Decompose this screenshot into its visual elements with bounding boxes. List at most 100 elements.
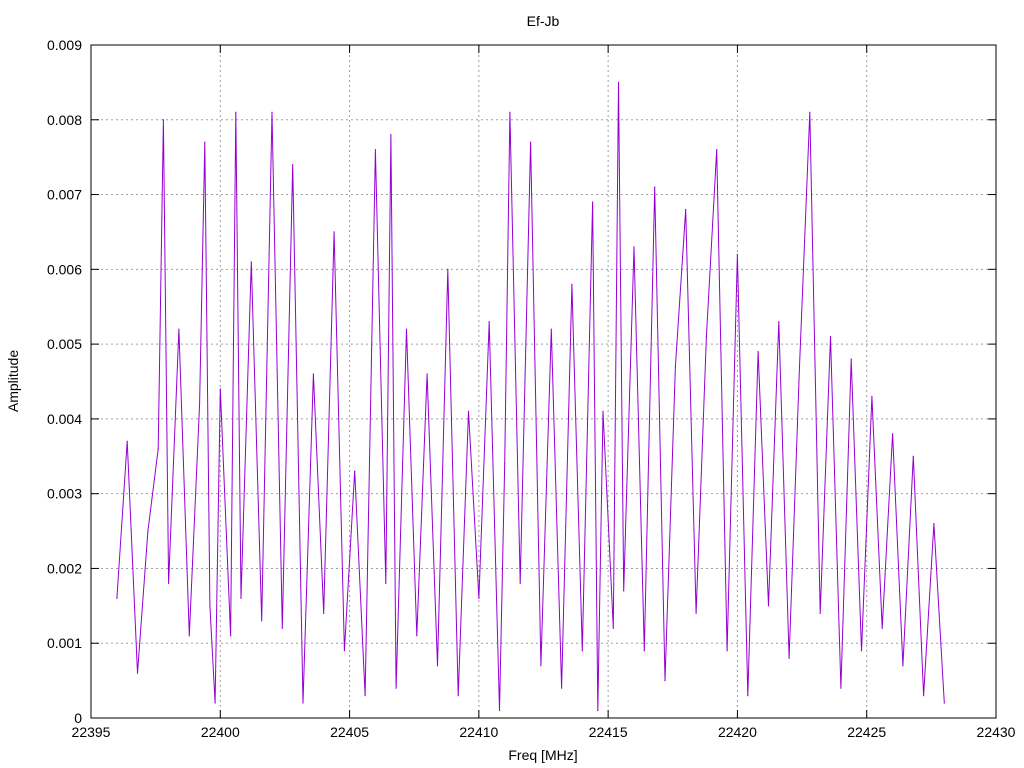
data-point	[292, 164, 294, 166]
data-point	[943, 702, 945, 704]
data-point	[902, 665, 904, 667]
data-point	[592, 201, 594, 203]
data-point	[581, 650, 583, 652]
y-tick-label: 0.004	[47, 411, 82, 427]
data-point	[230, 635, 232, 637]
data-point	[235, 111, 237, 113]
plot-border	[90, 44, 997, 719]
data-point	[892, 433, 894, 435]
x-tick-label: 22395	[72, 724, 111, 740]
data-point	[204, 141, 206, 143]
data-point	[871, 395, 873, 398]
data-point	[214, 702, 216, 704]
data-point	[561, 687, 563, 689]
y-tick-label: 0.002	[47, 560, 82, 576]
data-point	[436, 665, 439, 667]
data-point	[504, 463, 506, 465]
data-point	[705, 336, 708, 338]
data-point	[405, 328, 408, 330]
data-point	[168, 582, 170, 585]
data-point	[281, 627, 283, 629]
y-tick-label: 0.009	[47, 37, 82, 53]
data-point	[343, 650, 345, 652]
data-point	[178, 328, 180, 330]
data-point	[912, 455, 914, 457]
data-point	[829, 336, 832, 338]
data-point	[519, 582, 521, 585]
x-tick-label: 22400	[201, 724, 240, 740]
y-tick-label: 0.008	[47, 112, 82, 128]
data-point	[162, 119, 164, 121]
data-point	[757, 351, 759, 353]
data-point	[240, 597, 242, 600]
x-tick-label: 22425	[847, 724, 886, 740]
data-point	[333, 231, 335, 233]
data-point	[654, 186, 656, 188]
data-point	[623, 590, 625, 592]
data-point	[209, 605, 211, 607]
data-point	[617, 81, 620, 83]
data-point	[426, 373, 428, 375]
x-axis-label: Freq [MHz]	[508, 747, 577, 763]
y-tick-label: 0.003	[47, 486, 82, 502]
data-point	[840, 687, 842, 689]
data-point	[633, 246, 635, 248]
y-tick-label: 0.006	[47, 261, 82, 277]
data-point	[199, 403, 201, 405]
y-tick-label: 0.005	[47, 336, 82, 352]
y-tick-label: 0	[74, 710, 82, 726]
data-point	[126, 440, 128, 442]
data-point	[116, 597, 118, 600]
data-point	[478, 597, 480, 600]
data-point	[726, 650, 728, 652]
data-point	[860, 650, 863, 652]
data-point	[385, 582, 387, 585]
data-point	[819, 612, 821, 614]
x-tick-label: 22410	[459, 724, 498, 740]
data-point	[571, 283, 573, 285]
data-point	[312, 373, 314, 375]
data-point	[467, 410, 470, 412]
data-point	[850, 358, 852, 360]
data-point	[747, 695, 749, 697]
x-tick-label: 22430	[977, 724, 1016, 740]
data-point	[767, 605, 770, 607]
data-point	[933, 523, 935, 525]
x-tick-label: 22420	[718, 724, 757, 740]
x-tick-label: 22405	[330, 724, 369, 740]
y-tick-label: 0.001	[47, 635, 82, 651]
data-point	[602, 410, 604, 412]
data-point	[323, 612, 325, 614]
data-point	[498, 709, 501, 712]
data-point	[136, 672, 139, 674]
data-point	[695, 612, 697, 614]
series-layer	[116, 81, 945, 712]
y-axis-label: Amplitude	[5, 350, 21, 412]
data-point	[354, 470, 356, 472]
data-point	[788, 657, 790, 659]
data-point	[488, 321, 490, 323]
data-point	[147, 530, 149, 532]
data-point	[188, 635, 190, 637]
data-point	[685, 208, 687, 211]
data-point	[643, 650, 645, 652]
ticks: 22395 22400 22405 22410 22415 22420 22425 22430…	[47, 37, 1016, 740]
data-point	[395, 687, 397, 689]
data-point	[447, 268, 449, 270]
data-point	[416, 635, 418, 637]
data-point	[881, 627, 883, 629]
data-point	[261, 620, 263, 622]
data-point	[457, 695, 459, 697]
data-point	[809, 111, 811, 113]
data-point	[778, 321, 780, 323]
data-point	[364, 695, 366, 697]
data-point	[250, 261, 252, 263]
data-point	[597, 709, 599, 712]
y-tick-label: 0.007	[47, 187, 82, 203]
data-point	[509, 111, 511, 113]
data-point	[390, 134, 392, 136]
data-point	[923, 695, 925, 697]
data-point	[530, 141, 532, 143]
chart-title: Ef-Jb	[527, 13, 560, 29]
